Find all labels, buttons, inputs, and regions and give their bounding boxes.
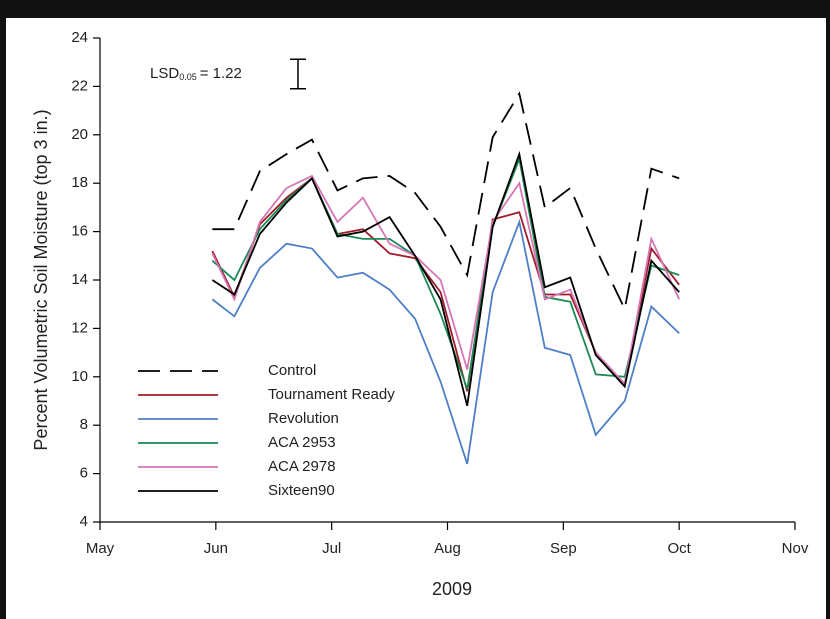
y-tick-label: 14 [71, 271, 88, 288]
series-line [211, 150, 680, 407]
x-tick-label: May [86, 540, 115, 557]
series-line [212, 91, 680, 312]
lsd-subscript: 0.05 [179, 72, 197, 82]
x-tick-label: Oct [667, 540, 691, 557]
legend-label: Sixteen90 [268, 482, 335, 499]
y-tick-label: 10 [71, 368, 88, 385]
x-tick-label: Jul [322, 540, 341, 557]
y-axis-label: Percent Volumetric Soil Moisture (top 3 … [31, 109, 51, 450]
legend-label: ACA 2953 [268, 434, 336, 451]
x-tick-label: Nov [782, 540, 809, 557]
legend-label: Tournament Ready [268, 386, 395, 403]
y-tick-label: 4 [80, 513, 88, 530]
y-tick-label: 22 [71, 77, 88, 94]
x-axis-label: 2009 [432, 579, 472, 599]
x-tick-label: Jun [204, 540, 228, 557]
legend-label: Control [268, 362, 316, 379]
y-tick-label: 16 [71, 223, 88, 240]
series-line [211, 176, 680, 392]
series-line [211, 155, 680, 390]
legend-label: ACA 2978 [268, 458, 336, 475]
x-tick-label: Aug [434, 540, 461, 557]
y-tick-label: 20 [71, 126, 88, 143]
y-tick-label: 24 [71, 29, 88, 46]
x-tick-label: Sep [550, 540, 577, 557]
y-tick-label: 8 [80, 416, 88, 433]
legend-label: Revolution [268, 410, 339, 427]
y-tick-label: 12 [71, 319, 88, 336]
y-tick-label: 18 [71, 174, 88, 191]
y-tick-label: 6 [80, 465, 88, 482]
lsd-name: LSD [150, 65, 179, 82]
lsd-label: LSD0.05 = 1.22 [150, 65, 242, 82]
lsd-text: = 1.22 [200, 65, 242, 82]
series-line [211, 218, 680, 465]
